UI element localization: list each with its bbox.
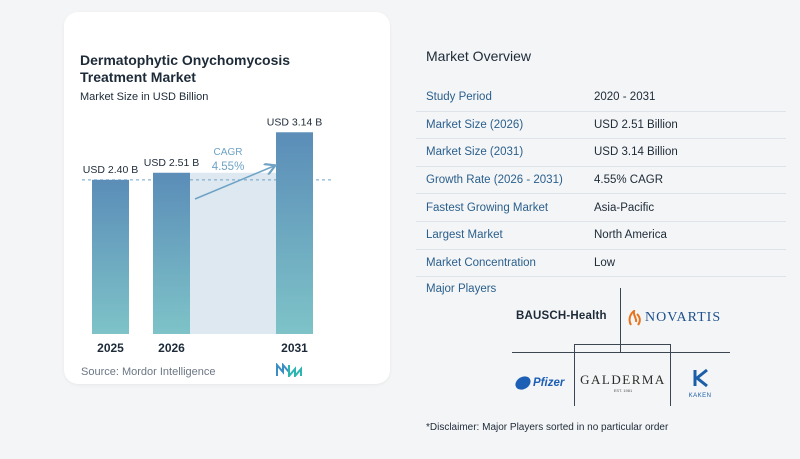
kaken-k-icon (693, 368, 708, 388)
bar-value-label: USD 2.51 B (144, 157, 199, 169)
disclaimer: *Disclaimer: Major Players sorted in no … (426, 422, 669, 433)
overview-row: Market Concentration Low (416, 250, 786, 278)
pfizer-wordmark: Pfizer (533, 377, 565, 389)
mordor-intelligence-logo-icon (276, 363, 302, 377)
overview-row: Growth Rate (2026 - 2031) 4.55% CAGR (416, 167, 786, 195)
x-tick-label: 2031 (281, 341, 308, 355)
row-label: Market Size (2026) (426, 118, 524, 131)
cagr-value: 4.55% (212, 161, 245, 173)
row-value: 4.55% CAGR (594, 174, 664, 187)
grid-divider (512, 352, 730, 353)
galderma-wordmark: GALDERMA (580, 372, 666, 387)
bar-2031 (276, 132, 313, 334)
cagr-label: CAGR (214, 147, 243, 158)
major-players-grid: BAUSCH-Health NOVARTIS Pfizer GALDERMA E… (512, 288, 752, 408)
overview-row: Market Size (2031) USD 3.14 Billion (416, 139, 786, 167)
row-label: Study Period (426, 91, 492, 104)
row-value: Low (594, 256, 616, 269)
market-overview-panel: Market Overview Study Period 2020 - 2031 … (416, 0, 800, 459)
pfizer-pill-icon (515, 376, 531, 390)
market-size-card: Dermatophytic Onychomycosis Treatment Ma… (64, 12, 390, 384)
pfizer-logo: Pfizer (514, 374, 564, 392)
galderma-tagline: EST. 1981 (613, 388, 633, 393)
overview-row: Largest Market North America (416, 222, 786, 250)
bausch-health-logo: BAUSCH-Health (516, 310, 607, 322)
overview-row: Fastest Growing Market Asia-Pacific (416, 194, 786, 222)
overview-row: Study Period 2020 - 2031 (416, 84, 786, 112)
chart-title: Dermatophytic Onychomycosis Treatment Ma… (80, 52, 380, 86)
grid-divider (574, 344, 671, 345)
bar-2026 (153, 172, 190, 334)
row-value: USD 2.51 Billion (594, 118, 678, 131)
overview-table: Study Period 2020 - 2031 Market Size (202… (416, 84, 786, 278)
major-players-title: Major Players (426, 283, 497, 295)
chart-title-line-1: Dermatophytic Onychomycosis (80, 52, 291, 68)
row-label: Fastest Growing Market (426, 201, 549, 214)
cagr-arrow (194, 166, 274, 200)
bar-2025 (92, 179, 129, 334)
row-value: 2020 - 2031 (594, 91, 656, 104)
row-label: Market Concentration (426, 256, 536, 269)
row-value: USD 3.14 Billion (594, 146, 678, 159)
row-label: Largest Market (426, 229, 503, 242)
bar-chart: USD 2.40 B 2025 USD 2.51 B 2026 USD 3.14 B 20… (82, 116, 332, 355)
novartis-logo: NOVARTIS (628, 310, 721, 326)
row-label: Market Size (2031) (426, 146, 524, 159)
grid-divider (670, 344, 671, 406)
chart-subtitle: Market Size in USD Billion (80, 91, 209, 103)
x-tick-label: 2025 (97, 341, 124, 355)
row-label: Growth Rate (2026 - 2031) (426, 174, 563, 187)
source-note: Source: Mordor Intelligence (81, 366, 216, 378)
grid-divider (574, 344, 575, 406)
overview-title: Market Overview (426, 48, 532, 64)
chart-title-line-2: Treatment Market (80, 69, 196, 85)
kaken-logo: KAKEN (684, 368, 716, 399)
galderma-logo: GALDERMA EST. 1981 (580, 372, 666, 393)
bar-value-label: USD 2.40 B (83, 164, 138, 176)
row-value: North America (594, 229, 667, 242)
novartis-flame-icon (628, 310, 641, 326)
row-value: Asia-Pacific (594, 201, 655, 214)
projection-shade (190, 172, 276, 334)
overview-row: Market Size (2026) USD 2.51 Billion (416, 112, 786, 140)
bar-value-label: USD 3.14 B (267, 116, 322, 128)
x-tick-label: 2026 (158, 341, 185, 355)
kaken-wordmark: KAKEN (688, 393, 712, 399)
grid-divider (620, 288, 621, 352)
novartis-wordmark: NOVARTIS (645, 310, 722, 325)
